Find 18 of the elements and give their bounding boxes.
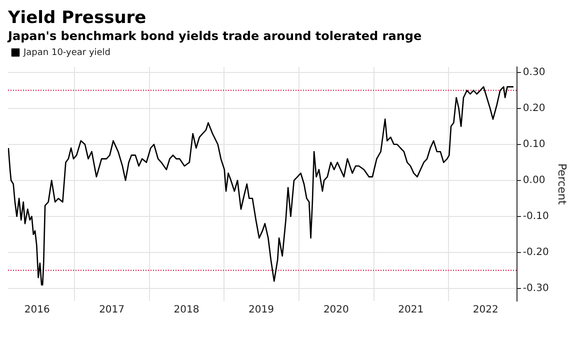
x-tick-label: 2017 [99, 304, 125, 316]
y-tick-label: 0.00 [522, 174, 546, 186]
x-tick-label: 2020 [323, 304, 349, 316]
y-tick-label: 0.20 [522, 102, 546, 114]
x-tick-label: 2018 [174, 304, 200, 316]
x-tick-label: 2016 [24, 304, 50, 316]
y-tick-label: 0.10 [522, 138, 546, 150]
chart-subtitle: Japan's benchmark bond yields trade around tolerated range [8, 28, 423, 44]
legend-label: Japan 10-year yield [22, 48, 111, 58]
x-tick-label: 2019 [248, 304, 274, 316]
y-tick-label: -0.20 [522, 246, 549, 258]
y-tick-label: -0.10 [522, 210, 549, 222]
y-axis-title: Percent [556, 163, 569, 206]
x-tick-label: 2022 [472, 304, 498, 316]
chart-title: Yield Pressure [8, 8, 148, 28]
y-tick-label: 0.30 [522, 66, 546, 78]
y-tick-label: -0.30 [522, 282, 549, 294]
x-tick-label: 2021 [398, 304, 424, 316]
